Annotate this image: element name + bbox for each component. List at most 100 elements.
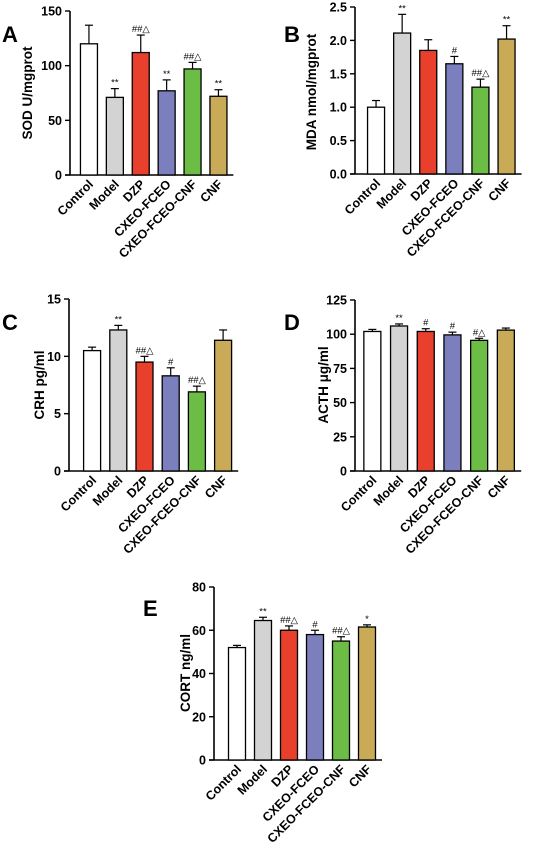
bar <box>363 330 382 472</box>
bar <box>213 339 233 472</box>
significance-label: ** <box>395 313 403 324</box>
x-tick-label: CNF <box>486 176 514 204</box>
bar <box>331 640 351 761</box>
significance-label: ** <box>503 15 511 26</box>
bar <box>305 633 325 761</box>
x-tick-label: Control <box>342 176 383 217</box>
significance-label: ##△ <box>184 51 203 62</box>
bar <box>209 95 228 176</box>
panel-letter: A <box>2 22 18 47</box>
x-tick-label: CNF <box>202 473 230 501</box>
significance-label: * <box>365 614 369 625</box>
bar <box>109 329 128 472</box>
significance-label: ##△ <box>280 615 299 626</box>
bar <box>443 334 462 472</box>
y-axis-label: ACTH μg/ml <box>316 346 331 423</box>
bar <box>469 339 489 472</box>
y-tick-label: 0.0 <box>330 168 347 182</box>
significance-label: ##△ <box>472 68 491 79</box>
y-tick-label: 1.0 <box>330 101 347 115</box>
y-tick-label: 0.5 <box>330 134 347 148</box>
bar <box>419 49 438 175</box>
bar <box>135 361 154 472</box>
bar <box>496 329 516 472</box>
bar <box>79 43 99 176</box>
bar <box>416 330 435 472</box>
bar <box>497 38 516 175</box>
x-tick-label: Model <box>374 176 409 211</box>
y-tick-label: 40 <box>192 667 206 681</box>
panel-letter: C <box>2 310 18 335</box>
bar <box>183 68 202 176</box>
y-tick-label: 2.0 <box>330 34 347 48</box>
y-axis-label: MDA nmol/mgprot <box>304 33 319 150</box>
significance-label: ** <box>115 314 123 325</box>
bar <box>366 106 386 175</box>
y-tick-label: 0 <box>340 465 347 479</box>
significance-label: ##△ <box>188 375 207 386</box>
significance-label: ##△ <box>136 345 155 356</box>
y-tick-label: 0 <box>54 465 61 479</box>
bar <box>131 51 150 176</box>
y-tick-label: 0 <box>55 169 62 183</box>
y-tick-label: 75 <box>333 362 347 376</box>
y-tick-label: 125 <box>326 294 347 308</box>
significance-label: #△ <box>473 327 486 338</box>
y-tick-label: 150 <box>41 5 62 19</box>
y-axis-label: SOD U/mgprot <box>20 46 35 140</box>
y-tick-label: 5 <box>54 407 61 421</box>
significance-label: # <box>452 45 458 56</box>
y-tick-label: 20 <box>192 710 206 724</box>
bar <box>227 646 247 761</box>
y-tick-label: 25 <box>333 430 347 444</box>
bar <box>105 96 124 176</box>
bar <box>279 629 299 761</box>
y-tick-label: 2.5 <box>330 1 347 15</box>
x-tick-label: Model <box>87 177 122 212</box>
x-tick-label: Control <box>338 473 379 514</box>
x-tick-label: Model <box>235 762 270 797</box>
y-tick-label: 50 <box>48 114 62 128</box>
x-tick-label: CNF <box>485 473 513 501</box>
y-tick-label: 1.5 <box>330 67 347 81</box>
significance-label: ** <box>111 78 119 89</box>
significance-label: ** <box>398 3 406 14</box>
bar <box>161 375 180 472</box>
x-tick-label: Model <box>90 473 125 508</box>
y-axis-label: CORT ng/ml <box>178 634 193 712</box>
y-tick-label: 100 <box>41 59 62 73</box>
bar <box>253 619 273 761</box>
bar <box>357 626 377 761</box>
bar <box>392 32 412 175</box>
significance-label: # <box>423 318 429 329</box>
y-tick-label: 80 <box>192 581 206 595</box>
bar <box>445 63 464 175</box>
x-tick-label: CNF <box>197 177 225 205</box>
x-tick-label: Control <box>58 473 99 514</box>
bar <box>82 349 102 472</box>
significance-label: # <box>312 619 318 630</box>
y-tick-label: 15 <box>47 293 61 307</box>
bar <box>389 325 409 472</box>
panel-letter: D <box>284 310 300 335</box>
significance-label: ** <box>163 69 171 80</box>
bar <box>187 391 207 472</box>
y-tick-label: 60 <box>192 624 206 638</box>
y-axis-label: CRH pg/ml <box>32 351 47 420</box>
panel-letter: B <box>284 22 300 47</box>
x-tick-label: Model <box>371 473 406 508</box>
y-tick-label: 10 <box>47 350 61 364</box>
y-tick-label: 100 <box>326 328 347 342</box>
x-tick-label: CNF <box>346 762 374 790</box>
significance-label: ** <box>259 606 267 617</box>
significance-label: ** <box>215 79 223 90</box>
significance-label: # <box>168 357 174 368</box>
bar <box>157 90 176 176</box>
x-tick-label: Control <box>55 177 96 218</box>
x-tick-label: Control <box>203 762 244 803</box>
